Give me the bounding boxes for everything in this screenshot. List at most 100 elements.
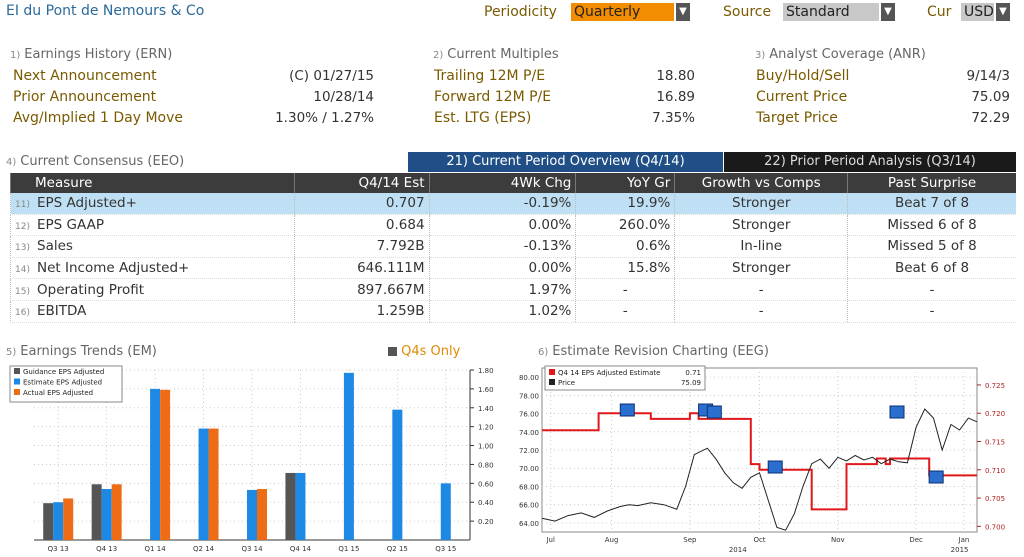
chevron-down-icon[interactable]: ▼ [881, 3, 895, 21]
x-tick-label: Q3 14 [241, 545, 263, 553]
buy-hold-sell-label: Buy/Hold/Sell [756, 68, 850, 84]
est-ltg-label: Est. LTG (EPS) [434, 110, 532, 126]
bar [160, 389, 171, 540]
event-marker-icon [767, 460, 783, 474]
bar [63, 498, 74, 540]
chevron-down-icon[interactable]: ▼ [996, 3, 1010, 21]
chevron-down-icon[interactable]: ▼ [676, 3, 690, 21]
legend-swatch [14, 368, 20, 374]
left-y-tick-label: 66.00 [519, 502, 539, 510]
left-y-tick-label: 68.00 [519, 483, 539, 491]
y-tick-label: 0.40 [478, 499, 494, 507]
left-y-tick-label: 64.00 [519, 520, 539, 528]
next-announcement-value: (C) 01/27/15 [289, 68, 374, 84]
x-tick-label: Q2 15 [387, 545, 408, 553]
bar [343, 372, 354, 540]
y-tick-label: 0.60 [478, 480, 494, 488]
row-growth-comps: - [674, 278, 848, 301]
left-y-tick-label: 72.00 [519, 447, 539, 455]
consensus-header[interactable]: 4) Current Consensus (EEO) [6, 154, 185, 169]
x-tick-label: Q2 14 [193, 545, 215, 553]
tab-current-period[interactable]: 21) Current Period Overview (Q4/14) [408, 152, 723, 172]
periodicity-label: Periodicity [484, 4, 557, 20]
next-announcement-label: Next Announcement [13, 68, 157, 84]
legend [544, 365, 706, 391]
right-y-tick-label: 0.705 [985, 495, 1005, 503]
col-estimate: Q4/14 Est [293, 173, 430, 193]
x-tick-label: Oct [753, 536, 765, 544]
row-growth-comps: Stronger [674, 214, 848, 237]
estimate-revision-header[interactable]: 6) Estimate Revision Charting (EEG) [538, 344, 769, 359]
forward-pe-label: Forward 12M P/E [434, 89, 552, 105]
row-estimate: 0.684 [293, 214, 430, 237]
avg-move-value: 1.30% / 1.27% [275, 110, 374, 126]
q4s-only-toggle[interactable]: Q4s Only [388, 344, 460, 359]
table-row[interactable]: 16) EBITDA 1.259B 1.02% - - - [10, 300, 1016, 323]
currency-dropdown[interactable]: USD [961, 3, 994, 21]
row-past-surprise: - [847, 278, 1016, 301]
x-tick-label: Q4 14 [290, 545, 312, 553]
row-yoy-gr: - [575, 278, 675, 301]
source-dropdown[interactable]: Standard [783, 3, 879, 21]
col-past-surprise: Past Surprise [847, 173, 1016, 193]
table-row[interactable]: 14) Net Income Adjusted+ 646.111M 0.00% 1… [10, 257, 1016, 280]
series-line [541, 408, 978, 531]
table-row[interactable]: 13) Sales 7.792B -0.13% 0.6% In-line Miss… [10, 235, 1016, 258]
table-row[interactable]: 12) EPS GAAP 0.684 0.00% 260.0% Stronger … [10, 214, 1016, 237]
currency-label: Cur [927, 4, 952, 20]
bar [101, 489, 112, 540]
table-row[interactable]: 11) EPS Adjusted+ 0.707 -0.19% 19.9% Stro… [10, 193, 1016, 215]
row-4wk-chg: 0.00% [428, 257, 576, 280]
avg-move-label: Avg/Implied 1 Day Move [13, 110, 184, 126]
current-price-value: 75.09 [971, 89, 1010, 105]
x-tick-label: Nov [831, 536, 845, 544]
analyst-coverage-header[interactable]: 3) Analyst Coverage (ANR) [755, 47, 926, 62]
row-4wk-chg: 1.02% [428, 300, 576, 323]
trailing-pe-label: Trailing 12M P/E [434, 68, 546, 84]
y-tick-label: 1.20 [478, 424, 494, 432]
x-tick-label: Aug [605, 536, 619, 544]
legend-swatch [549, 369, 555, 375]
x-tick-label: Q1 15 [338, 545, 359, 553]
bar [91, 484, 102, 540]
forward-pe-value: 16.89 [656, 89, 695, 105]
bar [43, 503, 54, 540]
row-growth-comps: In-line [674, 235, 848, 258]
bar [392, 409, 403, 540]
row-measure: EPS Adjusted+ [37, 195, 137, 212]
x-tick-label: Q1 14 [145, 545, 167, 553]
x-tick-label: Q4 13 [96, 545, 117, 553]
tab-prior-period[interactable]: 22) Prior Period Analysis (Q3/14) [724, 152, 1016, 172]
earnings-trends-chart: 0.20 0.40 0.60 0.80 1.00 1.20 1.40 1.60 1.80 Q3 1… [9, 365, 494, 553]
row-growth-comps: Stronger [674, 257, 848, 280]
buy-hold-sell-value: 9/14/3 [966, 68, 1010, 84]
earnings-history-header[interactable]: 1) Earnings History (ERN) [10, 47, 173, 62]
legend-swatch [14, 389, 20, 395]
row-measure: EPS GAAP [37, 216, 104, 233]
row-yoy-gr: - [575, 300, 675, 323]
earnings-trends-header[interactable]: 5) Earnings Trends (EM) [6, 344, 157, 359]
legend-label: Actual EPS Adjusted [23, 389, 93, 397]
source-label: Source [723, 4, 772, 20]
y-tick-label: 1.60 [478, 386, 494, 394]
row-4wk-chg: -0.19% [428, 193, 576, 215]
periodicity-dropdown[interactable]: Quarterly [571, 3, 674, 21]
right-y-tick-label: 0.725 [985, 382, 1005, 390]
table-row[interactable]: 15) Operating Profit 897.667M 1.97% - - - [10, 278, 1016, 301]
y-tick-label: 1.80 [478, 367, 494, 375]
row-yoy-gr: 260.0% [575, 214, 675, 237]
bar [53, 502, 64, 540]
series-line [542, 412, 977, 511]
bar [295, 472, 306, 540]
bar [247, 489, 257, 540]
bar [150, 388, 161, 540]
bar [198, 428, 209, 540]
x-tick-label: Q3 13 [48, 545, 69, 553]
row-yoy-gr: 19.9% [575, 193, 675, 215]
row-measure: EBITDA [37, 303, 87, 320]
row-estimate: 7.792B [293, 235, 430, 258]
row-estimate: 1.259B [293, 300, 430, 323]
row-growth-comps: - [674, 300, 848, 323]
prior-announcement-label: Prior Announcement [13, 89, 157, 105]
legend-swatch [549, 379, 555, 385]
